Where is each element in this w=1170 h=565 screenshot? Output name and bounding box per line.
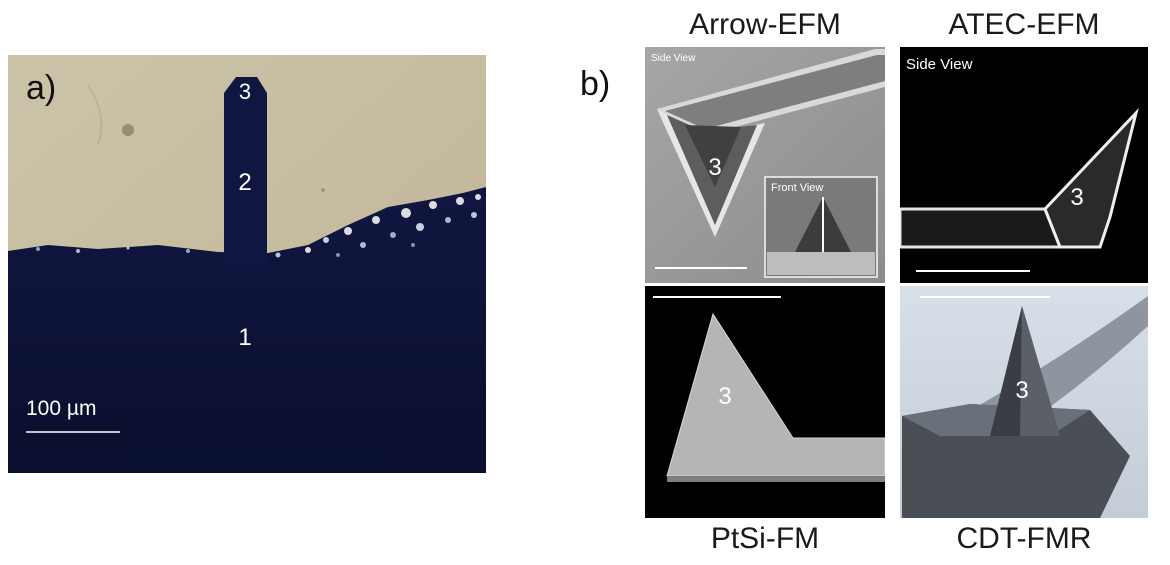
region-label-atec: 3 bbox=[1070, 184, 1083, 211]
inset-front-view-label: Front View bbox=[771, 182, 823, 194]
sem-image-atec-efm: Side View 3 bbox=[900, 47, 1148, 283]
sem-image-cdt-fmr: 3 bbox=[900, 286, 1148, 518]
caption-cdt-fmr: CDT-FMR bbox=[956, 522, 1092, 555]
panel-b-label: b) bbox=[580, 65, 611, 103]
sparkle-edge bbox=[36, 194, 481, 258]
caption-atec-efm: ATEC-EFM bbox=[948, 8, 1100, 41]
sem-image-ptsi-fm: 3 bbox=[645, 286, 885, 518]
region-label-ptsi: 3 bbox=[718, 383, 731, 410]
region-label-tip: 3 bbox=[239, 79, 251, 104]
caption-ptsi-fm: PtSi-FM bbox=[710, 522, 820, 555]
sem-image-arrow-efm: Front View Side View 3 bbox=[645, 47, 885, 283]
panel-a: 3 2 1 100 µm a) bbox=[8, 55, 486, 473]
region-label-cdt: 3 bbox=[1015, 377, 1028, 404]
scale-bar-label: 100 µm bbox=[26, 397, 96, 420]
region-label-arrow: 3 bbox=[708, 154, 721, 181]
side-view-label-atec: Side View bbox=[906, 56, 973, 73]
cantilever-beam bbox=[224, 77, 267, 265]
region-label-cantilever: 2 bbox=[238, 169, 251, 196]
side-view-label-arrow: Side View bbox=[651, 53, 696, 64]
panel-a-label: a) bbox=[26, 69, 57, 107]
optical-micrograph: 3 2 1 100 µm bbox=[8, 55, 486, 473]
caption-arrow-efm: Arrow-EFM bbox=[689, 8, 841, 41]
region-label-substrate: 1 bbox=[238, 324, 251, 351]
